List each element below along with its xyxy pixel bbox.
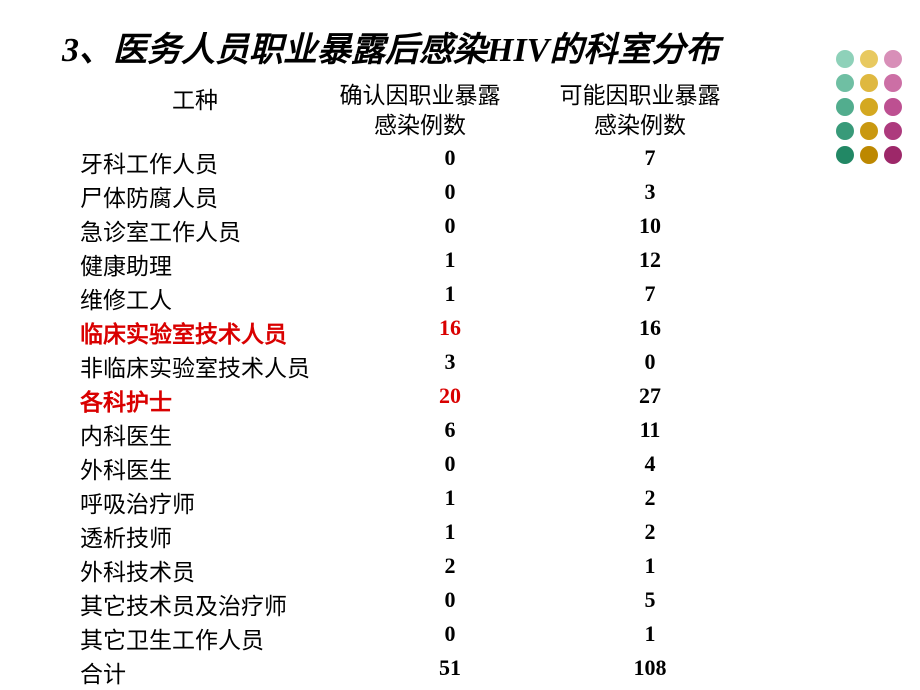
cell-possible: 27 [550,383,750,409]
table-row: 维修工人17 [80,281,920,315]
cell-confirmed: 1 [350,485,550,511]
decoration-dot [884,122,902,140]
cell-type: 呼吸治疗师 [80,485,350,519]
table-row: 牙科工作人员07 [80,145,920,179]
cell-possible: 4 [550,451,750,477]
table-row: 急诊室工作人员010 [80,213,920,247]
cell-type: 其它技术员及治疗师 [80,587,350,621]
cell-confirmed: 0 [350,145,550,171]
cell-confirmed: 6 [350,417,550,443]
cell-confirmed: 0 [350,213,550,239]
cell-possible: 11 [550,417,750,443]
cell-possible: 2 [550,519,750,545]
header-confirmed: 确认因职业暴露 感染例数 [310,81,530,141]
table-header-row: 工种 确认因职业暴露 感染例数 可能因职业暴露 感染例数 [80,81,920,143]
table-row: 临床实验室技术人员1616 [80,315,920,349]
table-row: 非临床实验室技术人员30 [80,349,920,383]
cell-type: 非临床实验室技术人员 [80,349,350,383]
decoration-dot [836,74,854,92]
table-row: 尸体防腐人员03 [80,179,920,213]
cell-type: 急诊室工作人员 [80,213,350,247]
cell-type: 透析技师 [80,519,350,553]
cell-type: 牙科工作人员 [80,145,350,179]
table-row: 外科医生04 [80,451,920,485]
table-row: 其它技术员及治疗师05 [80,587,920,621]
slide-title: 3、医务人员职业暴露后感染HIV的科室分布 [0,0,920,81]
table-row: 呼吸治疗师12 [80,485,920,519]
header-possible: 可能因职业暴露 感染例数 [530,81,750,141]
decoration-dot [884,146,902,164]
table-row: 其它卫生工作人员01 [80,621,920,655]
cell-type: 其它卫生工作人员 [80,621,350,655]
data-table: 工种 确认因职业暴露 感染例数 可能因职业暴露 感染例数 牙科工作人员07尸体防… [0,81,920,689]
cell-type: 外科技术员 [80,553,350,587]
cell-confirmed: 0 [350,179,550,205]
decoration-dot [884,50,902,68]
cell-type: 临床实验室技术人员 [80,315,350,349]
decoration-dot [884,98,902,116]
cell-possible: 12 [550,247,750,273]
decoration-dot [860,122,878,140]
decoration-dot [836,98,854,116]
cell-possible: 3 [550,179,750,205]
cell-type: 维修工人 [80,281,350,315]
cell-type: 内科医生 [80,417,350,451]
table-row: 各科护士2027 [80,383,920,417]
cell-confirmed: 51 [350,655,550,681]
table-row: 健康助理112 [80,247,920,281]
cell-possible: 1 [550,621,750,647]
cell-confirmed: 16 [350,315,550,341]
cell-type: 各科护士 [80,383,350,417]
cell-possible: 1 [550,553,750,579]
decoration-dot [836,122,854,140]
decoration-dot [836,50,854,68]
cell-confirmed: 0 [350,451,550,477]
cell-type: 健康助理 [80,247,350,281]
cell-possible: 2 [550,485,750,511]
decoration-dot [884,74,902,92]
cell-type: 尸体防腐人员 [80,179,350,213]
cell-confirmed: 3 [350,349,550,375]
table-row: 透析技师12 [80,519,920,553]
cell-confirmed: 0 [350,621,550,647]
cell-confirmed: 1 [350,247,550,273]
cell-type: 合计 [80,655,350,689]
decoration-dots [836,50,902,164]
cell-possible: 0 [550,349,750,375]
table-row: 内科医生611 [80,417,920,451]
cell-confirmed: 0 [350,587,550,613]
cell-confirmed: 1 [350,281,550,307]
decoration-dot [836,146,854,164]
decoration-dot [860,50,878,68]
cell-possible: 5 [550,587,750,613]
cell-possible: 7 [550,281,750,307]
cell-possible: 10 [550,213,750,239]
cell-possible: 7 [550,145,750,171]
table-row: 合计51108 [80,655,920,689]
decoration-dot [860,146,878,164]
cell-confirmed: 2 [350,553,550,579]
table-row: 外科技术员21 [80,553,920,587]
cell-type: 外科医生 [80,451,350,485]
cell-confirmed: 20 [350,383,550,409]
cell-confirmed: 1 [350,519,550,545]
decoration-dot [860,74,878,92]
cell-possible: 16 [550,315,750,341]
header-type: 工种 [80,81,310,115]
cell-possible: 108 [550,655,750,681]
decoration-dot [860,98,878,116]
